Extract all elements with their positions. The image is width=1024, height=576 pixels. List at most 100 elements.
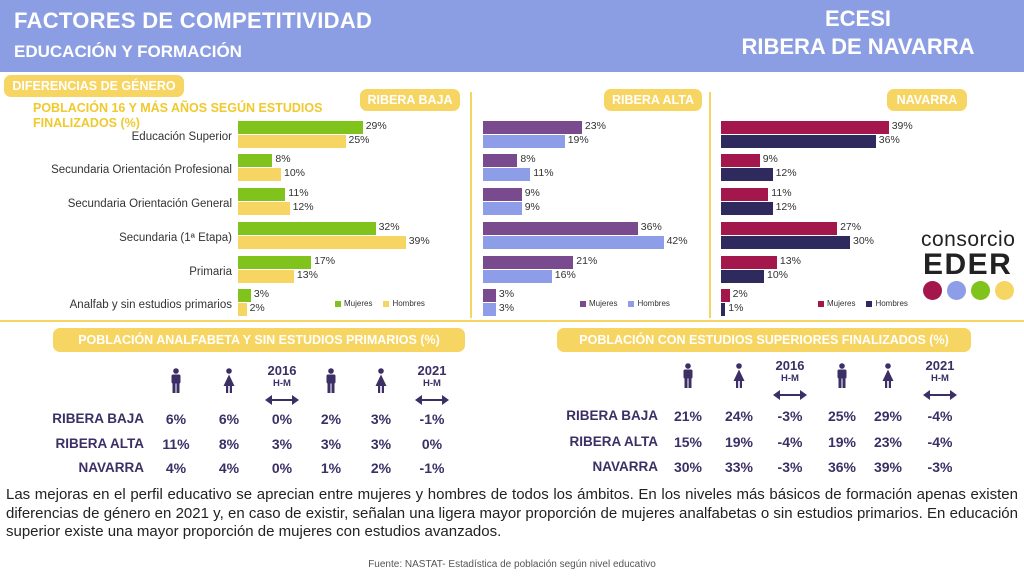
header-right-line2: RIBERA DE NAVARRA — [741, 34, 975, 59]
bar-value-label: 3% — [498, 302, 515, 314]
woman-icon — [223, 368, 235, 399]
year-2016-label: 2016 H-M — [770, 359, 810, 385]
bar-mujeres — [238, 289, 251, 302]
bar-value-label: 9% — [524, 201, 540, 213]
bar-value-label: 17% — [314, 255, 336, 267]
table-row-label: NAVARRA — [592, 459, 659, 474]
table-cell: 30% — [673, 459, 703, 475]
table-cell: 0% — [421, 436, 443, 452]
bar-hombres — [238, 303, 247, 316]
legend-label-hombres: Hombres — [392, 299, 425, 308]
bar-value-label: 8% — [275, 153, 291, 165]
bar-mujeres — [483, 289, 496, 302]
bar-value-label: 30% — [853, 235, 875, 247]
category-label: Secundaria Orientación General — [67, 198, 232, 210]
divider-right — [709, 92, 711, 318]
bar-mujeres — [721, 121, 889, 134]
section-pill: DIFERENCIAS DE GÉNERO — [4, 75, 184, 97]
man-icon — [325, 368, 337, 399]
table-cell: 6% — [165, 411, 187, 427]
bar-value-label: 2% — [732, 288, 748, 300]
legend-swatch-mujeres — [818, 300, 824, 307]
bar-mujeres — [483, 121, 582, 134]
bar-hombres — [721, 135, 876, 148]
man-icon — [170, 368, 182, 399]
bar-value-label: 16% — [554, 269, 576, 281]
legend-swatch-mujeres — [580, 300, 586, 307]
table-title-analfabeta: POBLACIÓN ANALFABETA Y SIN ESTUDIOS PRIM… — [53, 328, 465, 352]
table-cell: 24% — [724, 408, 754, 424]
bar-hombres — [483, 168, 531, 181]
table-cell: 0% — [271, 460, 293, 476]
logo-dot-icon — [995, 281, 1014, 300]
table-cell: 6% — [218, 411, 240, 427]
table-cell: 3% — [271, 436, 293, 452]
divider-horizontal — [0, 320, 1024, 322]
bar-mujeres — [238, 188, 286, 201]
bar-value-label: 13% — [296, 269, 318, 281]
bar-value-label: 11% — [288, 187, 309, 199]
table-cell: 2% — [320, 411, 342, 427]
legend-swatch-hombres — [383, 300, 390, 307]
category-label: Secundaria Orientación Profesional — [51, 164, 232, 176]
bar-value-label: 32% — [378, 221, 400, 233]
bar-hombres — [483, 270, 552, 283]
chart-subtitle: POBLACIÓN 16 Y MÁS AÑOS SEGÚN ESTUDIOS F… — [33, 101, 323, 130]
legend-swatch-mujeres — [335, 300, 341, 307]
table-cell: 8% — [218, 436, 240, 452]
woman-icon — [733, 363, 745, 394]
table-cell: -3% — [777, 408, 803, 424]
bar-value-label: 36% — [878, 134, 900, 146]
bar-value-label: 27% — [840, 221, 862, 233]
bar-mujeres — [483, 222, 638, 235]
logo-dot-icon — [971, 281, 990, 300]
table-cell: 4% — [165, 460, 187, 476]
bar-hombres — [721, 270, 764, 283]
table-cell: 3% — [370, 436, 392, 452]
table-cell: 21% — [673, 408, 703, 424]
legend-ribera-baja: Mujeres Hombres — [335, 299, 425, 308]
table-cell: -4% — [927, 408, 953, 424]
header-banner: FACTORES DE COMPETITIVIDAD EDUCACIÓN Y F… — [0, 0, 1024, 72]
year-2016-label: 2016 H-M — [262, 364, 302, 390]
bar-value-label: 21% — [576, 255, 598, 267]
bar-value-label: 1% — [728, 302, 744, 314]
year-2021-label: 2021 H-M — [920, 359, 960, 385]
bar-mujeres — [721, 154, 760, 167]
bar-value-label: 9% — [762, 153, 778, 165]
bar-value-label: 9% — [524, 187, 540, 199]
table-cell: 2% — [370, 460, 392, 476]
hm-label: H-M — [931, 373, 949, 384]
bar-value-label: 29% — [365, 120, 387, 132]
bar-hombres — [238, 236, 406, 249]
year-value: 2016 — [267, 363, 297, 378]
category-label: Primaria — [189, 266, 232, 278]
bar-value-label: 19% — [567, 134, 589, 146]
bar-hombres — [721, 168, 773, 181]
bar-hombres — [238, 168, 281, 181]
divider-left — [470, 92, 472, 318]
bar-value-label: 36% — [640, 221, 662, 233]
hm-label: H-M — [423, 378, 441, 389]
legend-label-hombres: Hombres — [875, 299, 908, 308]
bar-mujeres — [238, 121, 363, 134]
bar-mujeres — [721, 289, 730, 302]
bar-value-label: 25% — [348, 134, 370, 146]
logo-dot-icon — [947, 281, 966, 300]
table-cell: 23% — [873, 434, 903, 450]
category-label: Secundaria (1ª Etapa) — [119, 232, 232, 244]
year-value: 2021 — [925, 358, 955, 373]
bar-value-label: 3% — [498, 288, 515, 300]
table-cell: 33% — [724, 459, 754, 475]
bar-value-label: 10% — [767, 269, 789, 281]
table-cell: -4% — [777, 434, 803, 450]
table-row-label: RIBERA ALTA — [569, 434, 659, 449]
bar-value-label: 12% — [775, 201, 797, 213]
source-note: Fuente: NASTAT- Estadística de población… — [368, 559, 656, 570]
table-row-label: RIBERA ALTA — [55, 436, 145, 451]
table-row-label: RIBERA BAJA — [566, 408, 658, 423]
bar-hombres — [721, 303, 726, 316]
legend-label-mujeres: Mujeres — [344, 299, 373, 308]
table-cell: 1% — [320, 460, 342, 476]
bar-mujeres — [238, 256, 312, 269]
